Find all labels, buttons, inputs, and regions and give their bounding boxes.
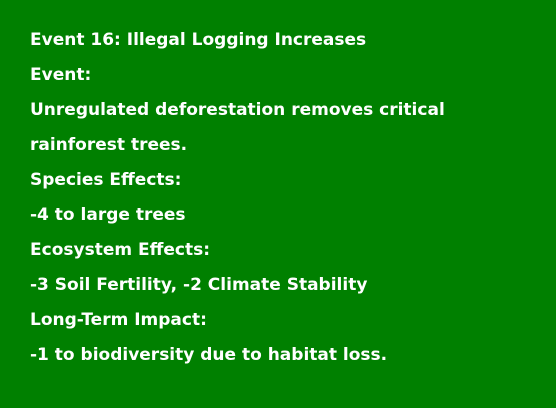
event-title: Event 16: Illegal Logging Increases [30, 30, 367, 50]
species-effects-value: -4 to large trees [30, 205, 186, 225]
ecosystem-effects-label: Ecosystem Effects: [30, 240, 211, 260]
event-label: Event: [30, 65, 92, 85]
long-term-impact-value: -1 to biodiversity due to habitat loss. [30, 345, 388, 365]
species-effects-label: Species Effects: [30, 170, 182, 190]
ecosystem-effects-value: -3 Soil Fertility, -2 Climate Stability [30, 275, 368, 295]
event-description-line-1: Unregulated deforestation removes critic… [30, 100, 445, 120]
long-term-impact-label: Long-Term Impact: [30, 310, 207, 330]
event-description-line-2: rainforest trees. [30, 135, 188, 155]
